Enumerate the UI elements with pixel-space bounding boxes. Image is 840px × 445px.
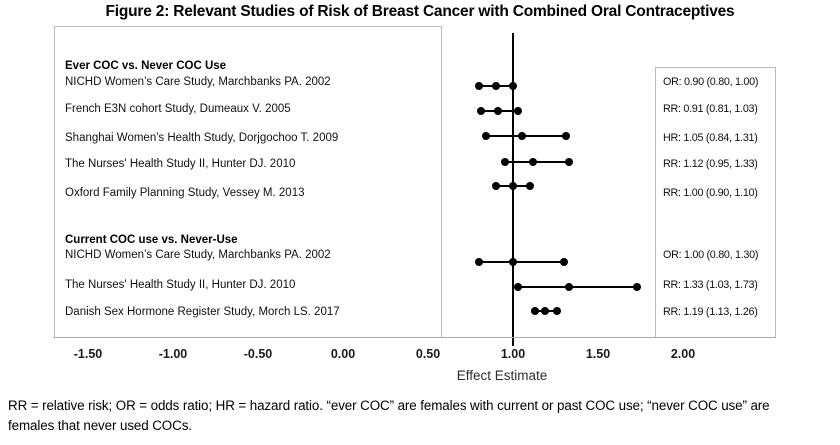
ci-high-dot bbox=[560, 258, 568, 266]
ci-low-dot bbox=[500, 158, 509, 166]
ci-line bbox=[485, 134, 566, 138]
study-label: Danish Sex Hormone Register Study, Morch… bbox=[65, 306, 340, 318]
study-label: Shanghai Women's Health Study, Dorjgocho… bbox=[65, 132, 339, 144]
estimate-value: OR: 1.00 (0.80, 1.30) bbox=[663, 249, 759, 261]
study-label: NICHD Women’s Care Study, Marchbanks PA.… bbox=[65, 249, 331, 261]
estimate-value: RR: 1.00 (0.90, 1.10) bbox=[663, 187, 758, 199]
study-label: The Nurses' Health Study II, Hunter DJ. … bbox=[65, 158, 296, 170]
ci-low-dot bbox=[514, 283, 523, 291]
ci-low-dot bbox=[481, 132, 490, 140]
ci-low-dot bbox=[475, 82, 483, 90]
ci-high-dot bbox=[526, 182, 534, 190]
ci-high-dot bbox=[509, 82, 517, 90]
estimate-dot bbox=[565, 283, 574, 291]
group-header: Current COC use vs. Never-Use bbox=[65, 234, 238, 246]
estimate-value: RR: 1.12 (0.95, 1.33) bbox=[663, 158, 758, 170]
estimate-dot bbox=[529, 158, 538, 166]
x-tick-label: 1.50 bbox=[585, 347, 611, 361]
x-tick-label: -1.50 bbox=[73, 347, 103, 361]
estimate-dot bbox=[517, 132, 526, 140]
estimate-value: RR: 1.33 (1.03, 1.73) bbox=[663, 279, 758, 291]
figure-title: Figure 2: Relevant Studies of Risk of Br… bbox=[105, 3, 735, 20]
ci-high-dot bbox=[514, 107, 523, 115]
x-tick-label: -1.00 bbox=[158, 347, 188, 361]
estimate-dot bbox=[509, 182, 517, 190]
ci-high-dot bbox=[633, 283, 642, 291]
ci-low-dot bbox=[476, 107, 485, 115]
ci-low-dot bbox=[531, 307, 540, 315]
estimate-dot bbox=[492, 82, 500, 90]
estimate-dot bbox=[541, 307, 550, 315]
x-tick-label: 0.00 bbox=[330, 347, 356, 361]
estimate-dot bbox=[493, 107, 502, 115]
study-label: French E3N cohort Study, Dumeaux V. 2005 bbox=[65, 103, 291, 115]
x-axis-line bbox=[54, 336, 776, 339]
x-axis-title: Effect Estimate bbox=[456, 368, 548, 383]
estimate-value: OR: 0.90 (0.80, 1.00) bbox=[663, 76, 759, 88]
ci-high-dot bbox=[565, 158, 574, 166]
ci-high-dot bbox=[561, 132, 570, 140]
group-header: Ever COC vs. Never COC Use bbox=[65, 60, 227, 72]
study-label: Oxford Family Planning Study, Vessey M. … bbox=[65, 187, 305, 199]
study-label: NICHD Women’s Care Study, Marchbanks PA.… bbox=[65, 76, 331, 88]
footnote-line-2: females that never used COCs. bbox=[8, 418, 192, 433]
x-tick-label: 1.00 bbox=[500, 347, 526, 361]
footnote: RR = relative risk; OR = odds ratio; HR … bbox=[8, 396, 770, 436]
ci-line bbox=[479, 260, 564, 264]
ci-low-dot bbox=[475, 258, 483, 266]
estimate-value: HR: 1.05 (0.84, 1.31) bbox=[663, 132, 758, 144]
ci-high-dot bbox=[553, 307, 562, 315]
estimate-value: RR: 1.19 (1.13, 1.26) bbox=[663, 306, 758, 318]
x-tick-label: -0.50 bbox=[243, 347, 273, 361]
footnote-line-1: RR = relative risk; OR = odds ratio; HR … bbox=[8, 398, 770, 413]
estimate-value: RR: 0.91 (0.81, 1.03) bbox=[663, 103, 758, 115]
x-tick-label: 0.50 bbox=[415, 347, 441, 361]
estimate-dot bbox=[509, 258, 517, 266]
ci-low-dot bbox=[492, 182, 500, 190]
x-tick-label: 2.00 bbox=[670, 347, 696, 361]
study-label: The Nurses' Health Study II, Hunter DJ. … bbox=[65, 279, 296, 291]
ci-line bbox=[518, 285, 638, 289]
